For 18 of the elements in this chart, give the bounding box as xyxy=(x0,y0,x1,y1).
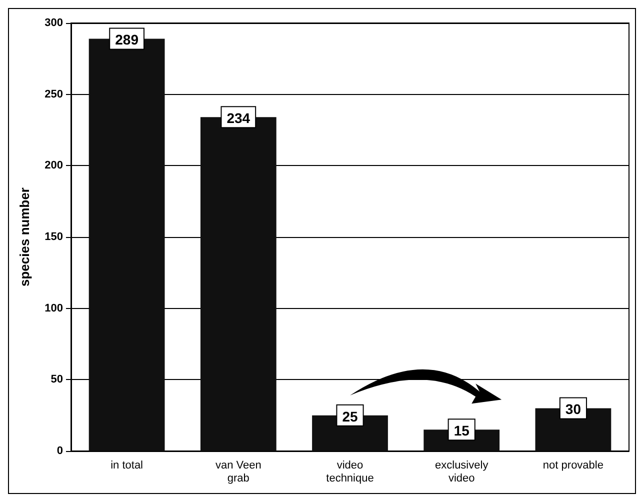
data-label: 30 xyxy=(565,401,582,418)
data-label: 234 xyxy=(226,110,250,126)
y-axis-title: species number xyxy=(17,188,32,286)
x-tick-label: video technique xyxy=(326,460,374,484)
y-tick-label: 200 xyxy=(44,160,63,172)
y-tick-label: 100 xyxy=(44,302,63,314)
y-tick-label: 250 xyxy=(44,88,63,100)
data-label: 15 xyxy=(454,422,470,439)
y-tick-label: 0 xyxy=(56,445,63,457)
x-tick-label: not provable xyxy=(542,460,604,472)
data-label: 25 xyxy=(342,408,358,424)
y-tick-label: 50 xyxy=(50,374,63,386)
x-tick-label: van Veen grab xyxy=(215,460,262,484)
y-tick-label: 150 xyxy=(44,231,63,243)
data-label: 289 xyxy=(115,32,139,48)
x-tick-label: exclusively video xyxy=(435,460,489,484)
x-tick-label: in total xyxy=(110,460,144,472)
y-tick-label: 300 xyxy=(44,17,63,29)
